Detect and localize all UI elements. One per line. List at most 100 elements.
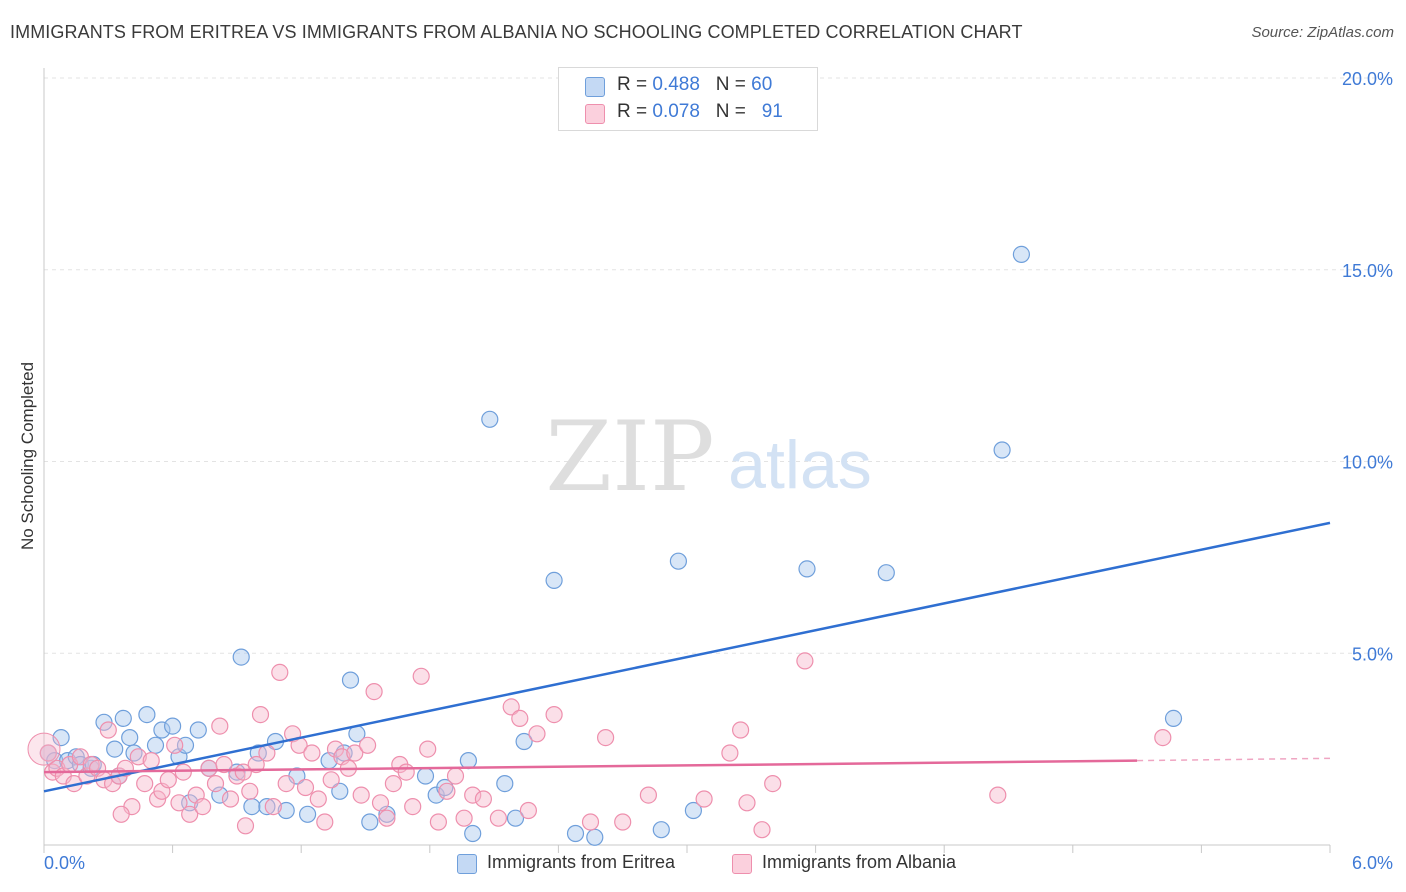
data-point-albania [316,813,334,831]
trend-line-dashed-albania [1137,757,1331,762]
data-point-albania [731,721,750,739]
legend-r-value-albania: 0.078 [652,101,700,122]
data-point-eritrea [496,774,514,793]
data-point-albania [159,771,177,789]
data-point-albania [303,744,321,762]
data-point-albania [695,790,713,808]
bottom-legend-swatch-albania [732,854,752,874]
data-point-albania [271,663,289,682]
data-point-eritrea [232,648,250,666]
data-points [27,245,1183,846]
data-point-albania [371,794,390,812]
data-point-eritrea [153,721,171,739]
data-point-albania [545,705,563,724]
data-point-albania [438,782,456,800]
data-point-albania [1154,728,1172,747]
data-point-albania [352,786,370,804]
legend-r-label: R = [617,74,653,95]
data-point-eritrea [243,797,261,816]
data-point-albania [404,797,422,816]
legend-r-label: R = [617,101,653,122]
data-point-albania [236,817,255,835]
data-point-albania [753,821,771,839]
data-point-eritrea [877,564,895,582]
legend-swatch-eritrea [585,77,605,97]
trend-line-eritrea [43,521,1331,793]
data-point-albania [359,736,377,754]
data-point-eritrea [464,824,482,843]
data-point-eritrea [341,671,360,689]
data-point-eritrea [566,824,585,843]
data-point-eritrea [277,801,295,820]
data-point-albania [397,763,415,781]
data-point-eritrea [106,740,124,758]
legend-r-value-eritrea: 0.488 [652,74,700,95]
data-point-albania [528,725,546,743]
data-point-albania [166,736,184,754]
data-point-albania [247,755,265,774]
grid-lines [44,77,1393,654]
data-point-albania [129,748,147,766]
bottom-legend-label-eritrea: Immigrants from Eritrea [487,852,676,872]
data-point-eritrea [515,732,533,751]
data-point-eritrea [164,717,182,735]
data-point-eritrea [331,782,349,800]
data-point-albania [614,813,632,831]
data-point-eritrea [189,721,207,739]
data-point-albania [464,786,482,804]
y-tick-label: 20.0% [1342,69,1393,89]
data-point-albania [446,767,465,785]
data-point-albania [174,763,192,781]
data-point-albania [206,774,225,793]
data-point-albania [429,813,447,831]
data-point-albania [455,809,473,827]
data-point-eritrea [52,728,70,747]
data-point-albania [211,717,229,735]
data-point-eritrea [361,813,379,831]
data-point-albania [596,728,615,747]
data-point-eritrea [669,552,688,570]
data-point-albania [234,763,252,781]
data-point-albania [39,744,57,762]
data-point-cluster [27,732,61,766]
bottom-legend-label-albania: Immigrants from Albania [762,852,957,872]
data-point-albania [215,755,233,774]
data-point-eritrea [121,728,139,747]
data-point-eritrea [481,410,499,428]
data-point-albania [474,790,492,808]
x-tick-label: 6.0% [1352,853,1393,873]
legend-n-value-albania: 91 [761,101,783,122]
data-point-eritrea [652,821,670,839]
source-label: Source: ZipAtlas.com [1251,24,1394,41]
data-point-albania [142,751,160,770]
data-point-albania [181,805,199,823]
data-point-eritrea [416,767,435,785]
data-point-albania [519,801,538,820]
data-point-albania [581,813,600,831]
data-point-albania [241,782,259,800]
data-point-eritrea [684,801,703,820]
data-point-albania [384,774,402,793]
trend-lines [43,521,1331,793]
data-point-albania [346,744,364,762]
watermark-atlas: atlas [728,427,872,503]
legend-n-value-eritrea: 60 [751,74,773,95]
data-point-albania [99,721,117,739]
data-point-eritrea [586,828,604,846]
data-point-albania [200,759,218,777]
watermark: ZIP atlas [545,401,871,513]
data-point-albania [251,705,270,724]
data-point-eritrea [1164,709,1183,728]
data-point-albania [764,774,782,793]
data-point-albania [639,786,658,804]
y-tick-label: 15.0% [1342,261,1393,281]
data-point-albania [194,797,212,816]
data-point-albania [296,778,315,797]
legend-n-label: N = [715,101,752,122]
data-point-eritrea [258,797,276,816]
data-point-eritrea [228,763,246,781]
legend-n-label: N = [715,74,752,95]
data-point-albania [277,774,295,793]
data-point-albania [322,771,340,789]
data-point-eritrea [545,571,563,590]
